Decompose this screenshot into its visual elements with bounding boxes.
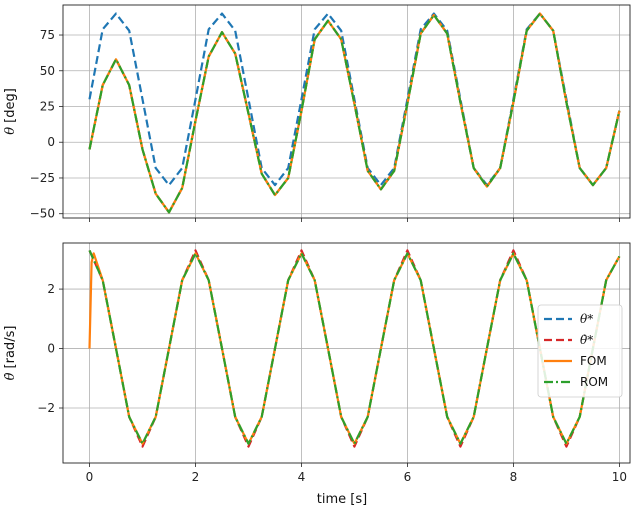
y-tick-label: −50 [30, 207, 55, 221]
x-tick-label: 4 [298, 470, 306, 484]
legend: θ* θ̇* FOM ROM [537, 304, 623, 398]
top-panel: −50 −25 0 25 50 75 θ [deg] [3, 4, 631, 222]
legend-label: ROM [580, 375, 608, 389]
bottom-panel: 0 2 4 6 8 10 −2 0 2 θ̇ [rad/s] θ* θ̇* FOM ROM [3, 242, 631, 484]
series-line-FOM [88, 252, 621, 445]
x-axis-label: time [s] [317, 492, 367, 507]
legend-label: θ̇* [580, 333, 593, 347]
y-axis-label: θ [deg] [3, 88, 18, 135]
y-tick-label: 75 [40, 28, 55, 42]
x-tick-label: 10 [612, 470, 627, 484]
axes-frame [62, 4, 631, 219]
axes-frame [62, 242, 631, 464]
y-tick-label: 25 [40, 99, 55, 113]
legend-label: FOM [580, 354, 607, 368]
y-tick-label: −2 [37, 401, 55, 415]
x-tick-label: 8 [510, 470, 518, 484]
y-axis-label: θ̇ [rad/s] [3, 326, 18, 381]
legend-label: θ* [580, 312, 593, 326]
series-line-ROM [88, 249, 621, 445]
y-tick-label: −25 [30, 171, 55, 185]
series-line-ROM [88, 12, 621, 214]
x-tick-label: 0 [86, 470, 94, 484]
y-tick-label: 50 [40, 64, 55, 78]
y-tick-label: 0 [47, 342, 55, 356]
y-tick-label: 0 [47, 135, 55, 149]
x-tick-label: 2 [192, 470, 200, 484]
x-tick-label: 6 [404, 470, 412, 484]
y-tick-label: 2 [47, 282, 55, 296]
